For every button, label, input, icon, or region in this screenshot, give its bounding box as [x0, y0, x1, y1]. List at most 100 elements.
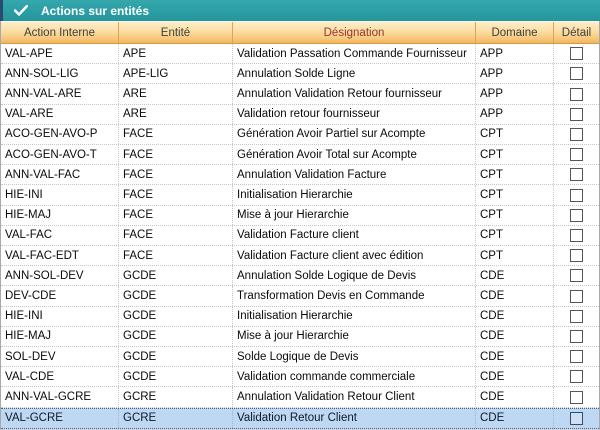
cell-domaine: APP — [476, 104, 554, 124]
table-row[interactable]: VAL-CDE GCDE Validation commande commerc… — [1, 367, 599, 388]
cell-entite: FACE — [119, 205, 233, 225]
column-header-domaine[interactable]: Domaine — [476, 22, 554, 43]
cell-domaine: CDE — [476, 408, 554, 428]
table-row[interactable]: ACO-GEN-AVO-T FACE Génération Avoir Tota… — [1, 145, 599, 166]
detail-checkbox[interactable] — [570, 390, 583, 404]
column-header-entite[interactable]: Entité — [119, 22, 233, 43]
cell-detail — [554, 185, 599, 204]
table-row[interactable]: VAL-FAC FACE Validation Facture client C… — [1, 225, 599, 247]
cell-entite: FACE — [119, 225, 233, 246]
cell-detail — [554, 206, 599, 225]
table-row[interactable]: VAL-GCRE GCRE Validation Retour Client C… — [1, 407, 599, 429]
table-row[interactable]: HIE-INI FACE Initialisation Hierarchie C… — [1, 185, 599, 206]
table-body: VAL-APE APE Validation Passation Command… — [1, 44, 599, 429]
cell-entite: GCRE — [119, 408, 233, 428]
cell-entite: GCDE — [119, 367, 233, 387]
cell-detail — [554, 145, 599, 164]
table-row[interactable]: ANN-VAL-ARE ARE Annulation Validation Re… — [1, 84, 599, 105]
cell-detail — [554, 367, 599, 386]
table-row[interactable]: SOL-DEV GCDE Solde Logique de Devis CDE — [1, 347, 599, 368]
table-row[interactable]: ANN-SOL-LIG APE-LIG Annulation Solde Lig… — [1, 64, 599, 85]
table-row[interactable]: VAL-FAC-EDT FACE Validation Facture clie… — [1, 246, 599, 267]
detail-checkbox[interactable] — [570, 289, 583, 303]
cell-domaine: CDE — [476, 286, 554, 306]
panel-titlebar: Actions sur entités — [0, 0, 600, 21]
cell-designation: Annulation Solde Ligne — [233, 64, 476, 84]
cell-action-interne: DEV-CDE — [1, 286, 119, 306]
cell-entite: GCRE — [119, 387, 233, 407]
cell-detail — [554, 327, 599, 346]
table-row[interactable]: VAL-APE APE Validation Passation Command… — [1, 44, 599, 65]
column-header-designation[interactable]: Désignation — [233, 22, 476, 43]
cell-detail — [554, 409, 599, 428]
cell-domaine: CDE — [476, 347, 554, 367]
cell-entite: GCDE — [119, 306, 233, 326]
table-row[interactable]: ANN-VAL-GCRE GCRE Annulation Validation … — [1, 387, 599, 408]
cell-designation: Mise à jour Hierarchie — [233, 205, 476, 225]
cell-detail — [554, 226, 599, 245]
cell-action-interne: SOL-DEV — [1, 347, 119, 367]
cell-designation: Génération Avoir Total sur Acompte — [233, 145, 476, 165]
cell-domaine: CPT — [476, 225, 554, 246]
table-row[interactable]: VAL-ARE ARE Validation retour fournisseu… — [1, 104, 599, 125]
cell-domaine: CDE — [476, 266, 554, 286]
cell-designation: Validation Passation Commande Fournisseu… — [233, 44, 476, 64]
cell-action-interne: ACO-GEN-AVO-T — [1, 145, 119, 165]
cell-action-interne: VAL-CDE — [1, 367, 119, 387]
cell-entite: APE-LIG — [119, 64, 233, 84]
table-row[interactable]: ANN-SOL-DEV GCDE Annulation Solde Logiqu… — [1, 266, 599, 287]
cell-action-interne: ANN-VAL-GCRE — [1, 387, 119, 407]
detail-checkbox[interactable] — [570, 188, 583, 202]
cell-action-interne: VAL-FAC-EDT — [1, 246, 119, 266]
detail-checkbox[interactable] — [570, 87, 583, 101]
detail-checkbox[interactable] — [570, 309, 583, 323]
table-row[interactable]: ANN-VAL-FAC FACE Annulation Validation F… — [1, 165, 599, 186]
cell-designation: Mise à jour Hierarchie — [233, 326, 476, 347]
cell-detail — [554, 266, 599, 285]
detail-checkbox[interactable] — [570, 411, 583, 425]
detail-checkbox[interactable] — [570, 370, 583, 384]
table-row[interactable]: DEV-CDE GCDE Transformation Devis en Com… — [1, 286, 599, 307]
detail-checkbox[interactable] — [570, 208, 583, 222]
table-row[interactable]: HIE-MAJ FACE Mise à jour Hierarchie CPT — [1, 205, 599, 226]
detail-checkbox[interactable] — [570, 67, 583, 81]
cell-designation: Initialisation Hierarchie — [233, 306, 476, 326]
table-row[interactable]: HIE-MAJ GCDE Mise à jour Hierarchie CDE — [1, 326, 599, 348]
cell-domaine: CDE — [476, 306, 554, 326]
cell-entite: GCDE — [119, 326, 233, 347]
column-header-action-interne[interactable]: Action Interne — [1, 22, 119, 43]
detail-checkbox[interactable] — [570, 107, 583, 121]
cell-detail — [554, 347, 599, 366]
detail-checkbox[interactable] — [570, 228, 583, 242]
detail-checkbox[interactable] — [570, 329, 583, 343]
cell-detail — [554, 246, 599, 265]
cell-action-interne: ANN-VAL-FAC — [1, 165, 119, 185]
detail-checkbox[interactable] — [570, 47, 583, 61]
detail-checkbox[interactable] — [570, 127, 583, 141]
actions-table: Action Interne Entité Désignation Domain… — [0, 21, 600, 430]
cell-domaine: CPT — [476, 124, 554, 145]
table-row[interactable]: ACO-GEN-AVO-P FACE Génération Avoir Part… — [1, 124, 599, 146]
cell-detail — [554, 64, 599, 83]
table-header-row: Action Interne Entité Désignation Domain… — [1, 21, 599, 44]
detail-checkbox[interactable] — [570, 148, 583, 162]
cell-domaine: APP — [476, 44, 554, 64]
cell-entite: GCDE — [119, 286, 233, 306]
column-header-detail[interactable]: Détail — [561, 26, 592, 39]
detail-checkbox[interactable] — [570, 269, 583, 283]
cell-designation: Validation Retour Client — [233, 408, 476, 428]
cell-designation: Génération Avoir Partiel sur Acompte — [233, 124, 476, 145]
detail-checkbox[interactable] — [570, 168, 583, 182]
cell-detail — [554, 84, 599, 103]
detail-checkbox[interactable] — [570, 350, 583, 364]
cell-designation: Validation Facture client avec édition — [233, 246, 476, 266]
cell-action-interne: VAL-APE — [1, 44, 119, 64]
cell-designation: Validation Facture client — [233, 225, 476, 246]
cell-detail — [554, 105, 599, 124]
cell-detail — [554, 125, 599, 144]
detail-checkbox[interactable] — [570, 249, 583, 263]
table-row[interactable]: HIE-INI GCDE Initialisation Hierarchie C… — [1, 306, 599, 327]
cell-detail — [554, 165, 599, 184]
cell-domaine: CPT — [476, 165, 554, 185]
